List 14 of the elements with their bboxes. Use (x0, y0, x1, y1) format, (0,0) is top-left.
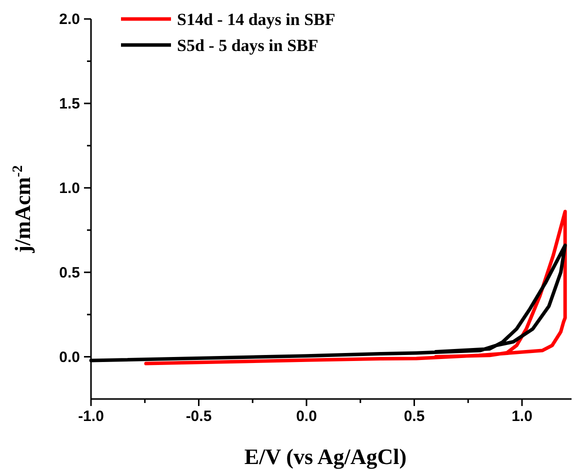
y-tick-label: 0.5 (59, 264, 80, 282)
legend-label: S14d - 14 days in SBF (177, 10, 336, 29)
line-series (144, 210, 567, 366)
y-tick-label: 1.0 (59, 180, 80, 197)
x-tick-label: -0.5 (186, 408, 212, 425)
y-tick-label: 1.5 (59, 95, 80, 112)
legend-label: S5d - 5 days in SBF (177, 36, 318, 55)
x-tick-label: 0.5 (404, 408, 425, 425)
y-tick-label: 0.0 (59, 348, 80, 366)
x-axis-title: E/V (vs Ag/AgCl) (244, 444, 407, 469)
y-tick-label: 2.0 (59, 10, 80, 28)
x-tick-label: -1.0 (78, 408, 104, 425)
x-tick-label: 1.0 (512, 408, 532, 425)
x-tick-label: 0.0 (296, 408, 317, 425)
